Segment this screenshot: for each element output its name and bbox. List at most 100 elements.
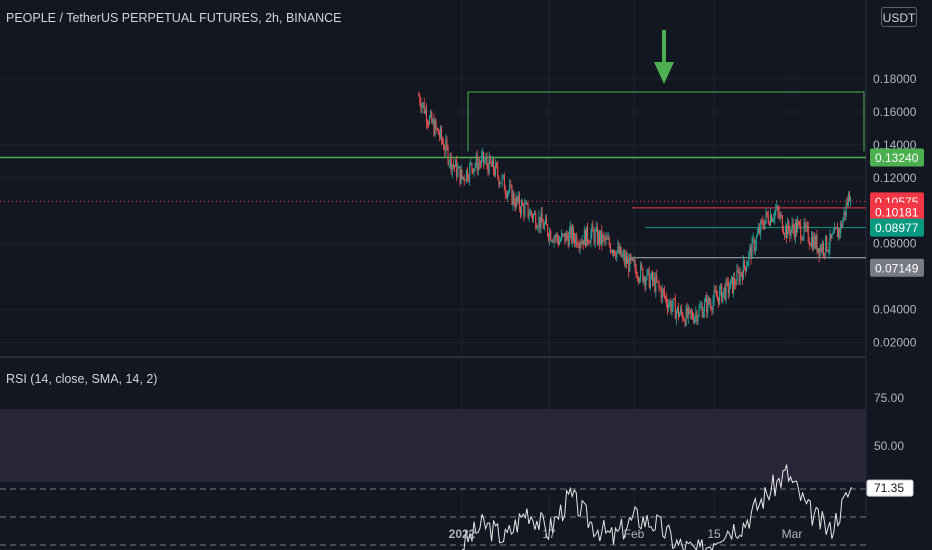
- candle-body: [833, 227, 835, 234]
- candle-body: [817, 248, 819, 252]
- candle-body: [748, 252, 750, 263]
- candle-body: [516, 196, 518, 202]
- candle-body: [792, 223, 794, 229]
- candle-body: [842, 219, 844, 227]
- candle-body: [517, 195, 519, 202]
- candle-body: [496, 163, 498, 167]
- candle-body: [683, 320, 685, 321]
- candle-body: [777, 206, 779, 212]
- red-level-label: 0.10181: [875, 205, 919, 219]
- candle-body: [768, 222, 770, 226]
- candle-body: [484, 161, 486, 163]
- candle-body: [446, 140, 448, 147]
- candle-body: [558, 241, 560, 245]
- candle-body: [580, 243, 582, 245]
- teal-level-label: 0.08977: [875, 221, 919, 235]
- red-level-label-bg: [870, 202, 924, 221]
- candle-body: [534, 213, 536, 215]
- candle-body: [663, 291, 665, 297]
- candle-body: [465, 170, 467, 182]
- candle-body: [565, 232, 567, 243]
- candle-body: [750, 247, 752, 259]
- candle-body: [528, 215, 530, 217]
- candle-body: [641, 264, 643, 269]
- candle-body: [435, 121, 437, 129]
- green-level-label-bg: [870, 148, 924, 167]
- candle-body: [433, 119, 435, 136]
- candle-body: [533, 214, 535, 219]
- candle-body: [749, 247, 751, 253]
- candle-body: [769, 214, 771, 226]
- candle-body: [843, 211, 845, 220]
- candle-body: [722, 292, 724, 302]
- candle-body: [788, 221, 790, 231]
- candle-body: [449, 154, 451, 163]
- time-tick-label: Mar: [782, 527, 803, 541]
- candle-body: [642, 268, 644, 282]
- candle-body: [623, 253, 625, 264]
- candle-body: [524, 204, 526, 216]
- candle-body: [801, 239, 803, 241]
- time-axis: 2022 17 Feb 15 Mar: [449, 527, 803, 541]
- candle-body: [457, 168, 459, 177]
- candle-body: [696, 312, 698, 322]
- candle-body: [834, 227, 836, 229]
- price-tick-label: 0.04000: [873, 303, 917, 317]
- candle-body: [830, 234, 832, 239]
- candle-body: [497, 166, 499, 177]
- candle-body: [800, 224, 802, 240]
- green-level-label: 0.13240: [875, 151, 919, 165]
- price-axis: 0.18000 0.16000 0.14000 0.12000 0.08000 0.040…: [873, 72, 917, 350]
- price-tick-label: 0.16000: [873, 105, 917, 119]
- candle-body: [737, 269, 739, 272]
- candle-body: [526, 202, 528, 204]
- candle-body: [493, 171, 495, 175]
- candle-body: [445, 140, 447, 152]
- candle-body: [604, 237, 606, 241]
- candle-body: [425, 109, 427, 122]
- candle-body: [618, 245, 620, 254]
- candle-body: [794, 221, 796, 238]
- candle-body: [681, 308, 683, 314]
- candle-body: [569, 226, 571, 232]
- candle-body: [705, 297, 707, 302]
- candle-body: [603, 235, 605, 238]
- candle-body: [779, 214, 781, 218]
- candle-body: [650, 272, 652, 279]
- candle-body: [676, 306, 678, 312]
- candle-body: [442, 139, 444, 143]
- candle-body: [588, 241, 590, 243]
- candle-body: [512, 193, 514, 205]
- candle-body: [723, 287, 725, 293]
- candle-body: [647, 269, 649, 271]
- candle-body: [732, 276, 733, 293]
- candle-body: [478, 163, 480, 164]
- candle-body: [504, 190, 506, 194]
- candle-body: [818, 248, 820, 257]
- candle-body: [471, 162, 473, 169]
- candle-body: [518, 195, 520, 209]
- candle-body: [509, 185, 511, 192]
- grid: [0, 0, 866, 515]
- candle-body: [640, 264, 642, 280]
- candle-body: [718, 297, 720, 304]
- currency-button[interactable]: USDT: [881, 7, 917, 27]
- candle-body: [832, 233, 834, 235]
- candle-body: [581, 240, 583, 244]
- candle-body: [576, 235, 578, 246]
- candle-body: [615, 254, 617, 258]
- candle-body: [809, 244, 811, 246]
- candle-body: [472, 168, 474, 173]
- candle-body: [511, 185, 513, 205]
- candle-body: [828, 248, 830, 252]
- candle-body: [537, 227, 539, 229]
- candle-body: [419, 95, 421, 104]
- candle-body: [731, 276, 733, 280]
- price-tick-label: 0.12000: [873, 171, 917, 185]
- candle-body: [742, 260, 744, 280]
- candle-body: [428, 123, 430, 125]
- candle-body: [487, 165, 489, 174]
- candle-body: [776, 206, 778, 210]
